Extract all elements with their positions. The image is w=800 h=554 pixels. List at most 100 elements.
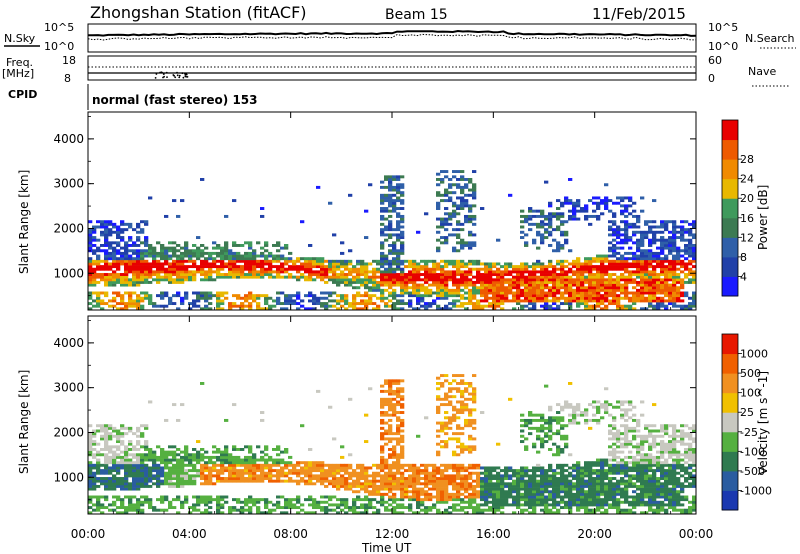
velocity-cell xyxy=(316,461,321,465)
power-cell xyxy=(220,262,225,266)
velocity-cell xyxy=(468,506,473,510)
power-cell xyxy=(528,302,533,306)
power-cell xyxy=(532,214,537,218)
velocity-cell xyxy=(316,479,321,483)
power-cell xyxy=(324,307,329,311)
power-cell xyxy=(508,280,513,284)
velocity-cell xyxy=(324,511,329,515)
power-cell xyxy=(212,251,217,255)
power-cell xyxy=(132,251,137,255)
power-cell xyxy=(184,244,189,247)
power-cell xyxy=(108,222,113,226)
power-cell xyxy=(132,228,137,232)
velocity-cell xyxy=(268,479,273,483)
power-cell xyxy=(460,178,465,181)
velocity-cell xyxy=(196,495,201,499)
velocity-cell xyxy=(456,387,461,391)
power-cell xyxy=(600,275,605,279)
velocity-cell xyxy=(472,392,477,396)
power-cell xyxy=(208,278,213,282)
power-cell xyxy=(88,280,93,284)
power-cell xyxy=(312,307,317,311)
power-cell xyxy=(664,257,669,261)
power-cell xyxy=(392,193,397,197)
velocity-cell xyxy=(280,458,285,462)
velocity-cell xyxy=(520,429,525,433)
velocity-cell xyxy=(128,466,133,470)
power-cell xyxy=(248,257,253,261)
velocity-cell xyxy=(380,389,385,393)
power-cell xyxy=(476,299,481,303)
power-cell xyxy=(664,291,669,295)
velocity-cell xyxy=(136,461,141,465)
velocity-cell xyxy=(516,487,521,491)
power-cell xyxy=(400,249,405,253)
power-cell xyxy=(576,265,581,269)
power-cell xyxy=(608,228,613,232)
power-cell xyxy=(440,236,445,240)
power-cell xyxy=(244,294,249,298)
power-cell xyxy=(636,294,641,298)
velocity-cell xyxy=(396,503,401,507)
velocity-cell xyxy=(444,463,449,467)
power-cell xyxy=(324,267,329,271)
power-cell xyxy=(632,291,637,295)
power-cell xyxy=(268,304,273,308)
velocity-cell xyxy=(516,469,521,473)
velocity-cell xyxy=(392,477,397,480)
power-cell xyxy=(568,262,573,266)
velocity-cell xyxy=(364,440,369,444)
power-cell xyxy=(240,275,245,279)
velocity-cell xyxy=(352,490,357,494)
power-cell xyxy=(352,304,357,308)
power-cell xyxy=(216,294,221,298)
velocity-cell xyxy=(108,432,113,436)
velocity-cell xyxy=(488,490,493,494)
power-cell xyxy=(304,294,309,298)
power-cell xyxy=(472,304,477,308)
power-cell xyxy=(620,288,625,292)
power-cell xyxy=(480,275,485,279)
power-cell xyxy=(244,259,249,263)
velocity-cell xyxy=(416,482,421,486)
power-cell xyxy=(208,257,213,261)
power-cell xyxy=(648,249,653,253)
power-cell xyxy=(608,299,613,303)
power-cell xyxy=(540,209,545,213)
power-cell xyxy=(128,249,133,253)
velocity-cell xyxy=(116,479,121,483)
power-cell xyxy=(152,273,157,276)
power-cell xyxy=(628,296,633,300)
velocity-cell xyxy=(368,492,373,496)
power-cell xyxy=(664,259,669,263)
velocity-cell xyxy=(232,477,237,480)
power-cell xyxy=(576,257,581,261)
power-cell xyxy=(524,265,529,269)
power-cell xyxy=(456,183,461,187)
power-cell xyxy=(260,262,265,266)
velocity-cell xyxy=(460,484,465,488)
power-cell xyxy=(556,262,561,266)
power-cell xyxy=(512,286,517,290)
power-cell xyxy=(504,278,509,282)
power-cell xyxy=(540,275,545,279)
power-cell xyxy=(676,286,681,290)
power-cell xyxy=(564,288,569,292)
power-cell xyxy=(184,270,189,274)
power-cell xyxy=(444,259,449,263)
velocity-cell xyxy=(232,508,237,512)
power-cell xyxy=(312,273,317,276)
power-cell xyxy=(360,259,365,263)
power-cell xyxy=(340,278,345,282)
power-cell xyxy=(604,204,609,208)
power-cell xyxy=(544,296,549,300)
velocity-cell xyxy=(112,450,117,454)
velocity-cell xyxy=(276,471,281,475)
velocity-cell xyxy=(96,484,101,488)
power-cell xyxy=(632,257,637,261)
velocity-cell xyxy=(472,408,477,412)
power-cell xyxy=(632,273,637,276)
velocity-cell xyxy=(384,382,389,385)
power-cell xyxy=(224,262,229,266)
power-cell xyxy=(396,207,401,210)
